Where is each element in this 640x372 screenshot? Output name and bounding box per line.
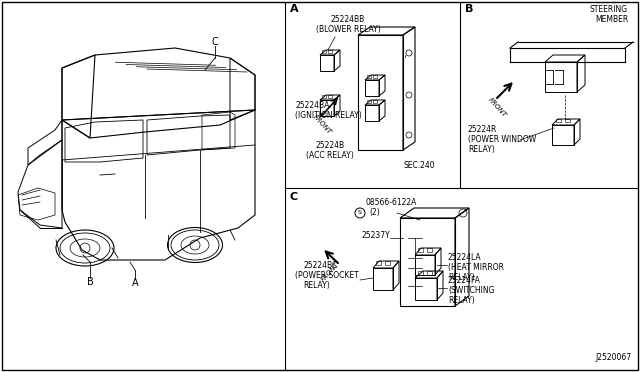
Text: A: A [290, 4, 299, 14]
Text: 25224BB: 25224BB [331, 15, 365, 24]
Text: (POWER WINDOW: (POWER WINDOW [468, 135, 536, 144]
Text: RELAY): RELAY) [448, 273, 475, 282]
Text: SEC.240: SEC.240 [403, 161, 435, 170]
Text: B: B [465, 4, 474, 14]
Text: MEMBER: MEMBER [595, 15, 628, 24]
Text: (2): (2) [369, 208, 380, 217]
Text: J2520067: J2520067 [596, 353, 632, 362]
Text: (IGNITION RELAY): (IGNITION RELAY) [295, 111, 362, 120]
Text: (HEAT MIRROR: (HEAT MIRROR [448, 263, 504, 272]
Text: 25237Y: 25237Y [362, 231, 391, 240]
Text: RELAY): RELAY) [468, 145, 495, 154]
Text: STEERING: STEERING [590, 5, 628, 14]
Text: 08566-6122A: 08566-6122A [365, 198, 417, 207]
Text: A: A [132, 278, 138, 288]
Text: (POWER SOCKET: (POWER SOCKET [295, 271, 359, 280]
Text: (ACC RELAY): (ACC RELAY) [306, 151, 354, 160]
Text: 25224R: 25224R [468, 125, 497, 134]
Text: 25224BA: 25224BA [295, 101, 330, 110]
Text: FRONT: FRONT [487, 97, 508, 119]
Text: 25224B: 25224B [316, 141, 344, 150]
Text: 25224FA: 25224FA [448, 276, 481, 285]
Text: FRONT: FRONT [320, 261, 340, 283]
Text: RELAY): RELAY) [303, 281, 330, 290]
Text: (SWITCHING: (SWITCHING [448, 286, 495, 295]
Text: 25224BC: 25224BC [303, 261, 337, 270]
Text: C: C [212, 37, 218, 47]
Text: 25224LA: 25224LA [448, 253, 482, 262]
Text: B: B [86, 277, 93, 287]
Text: C: C [290, 192, 298, 202]
Text: RELAY): RELAY) [448, 296, 475, 305]
Text: S: S [358, 211, 362, 215]
Text: FRONT: FRONT [312, 114, 332, 136]
Text: (BLOWER RELAY): (BLOWER RELAY) [316, 25, 380, 34]
